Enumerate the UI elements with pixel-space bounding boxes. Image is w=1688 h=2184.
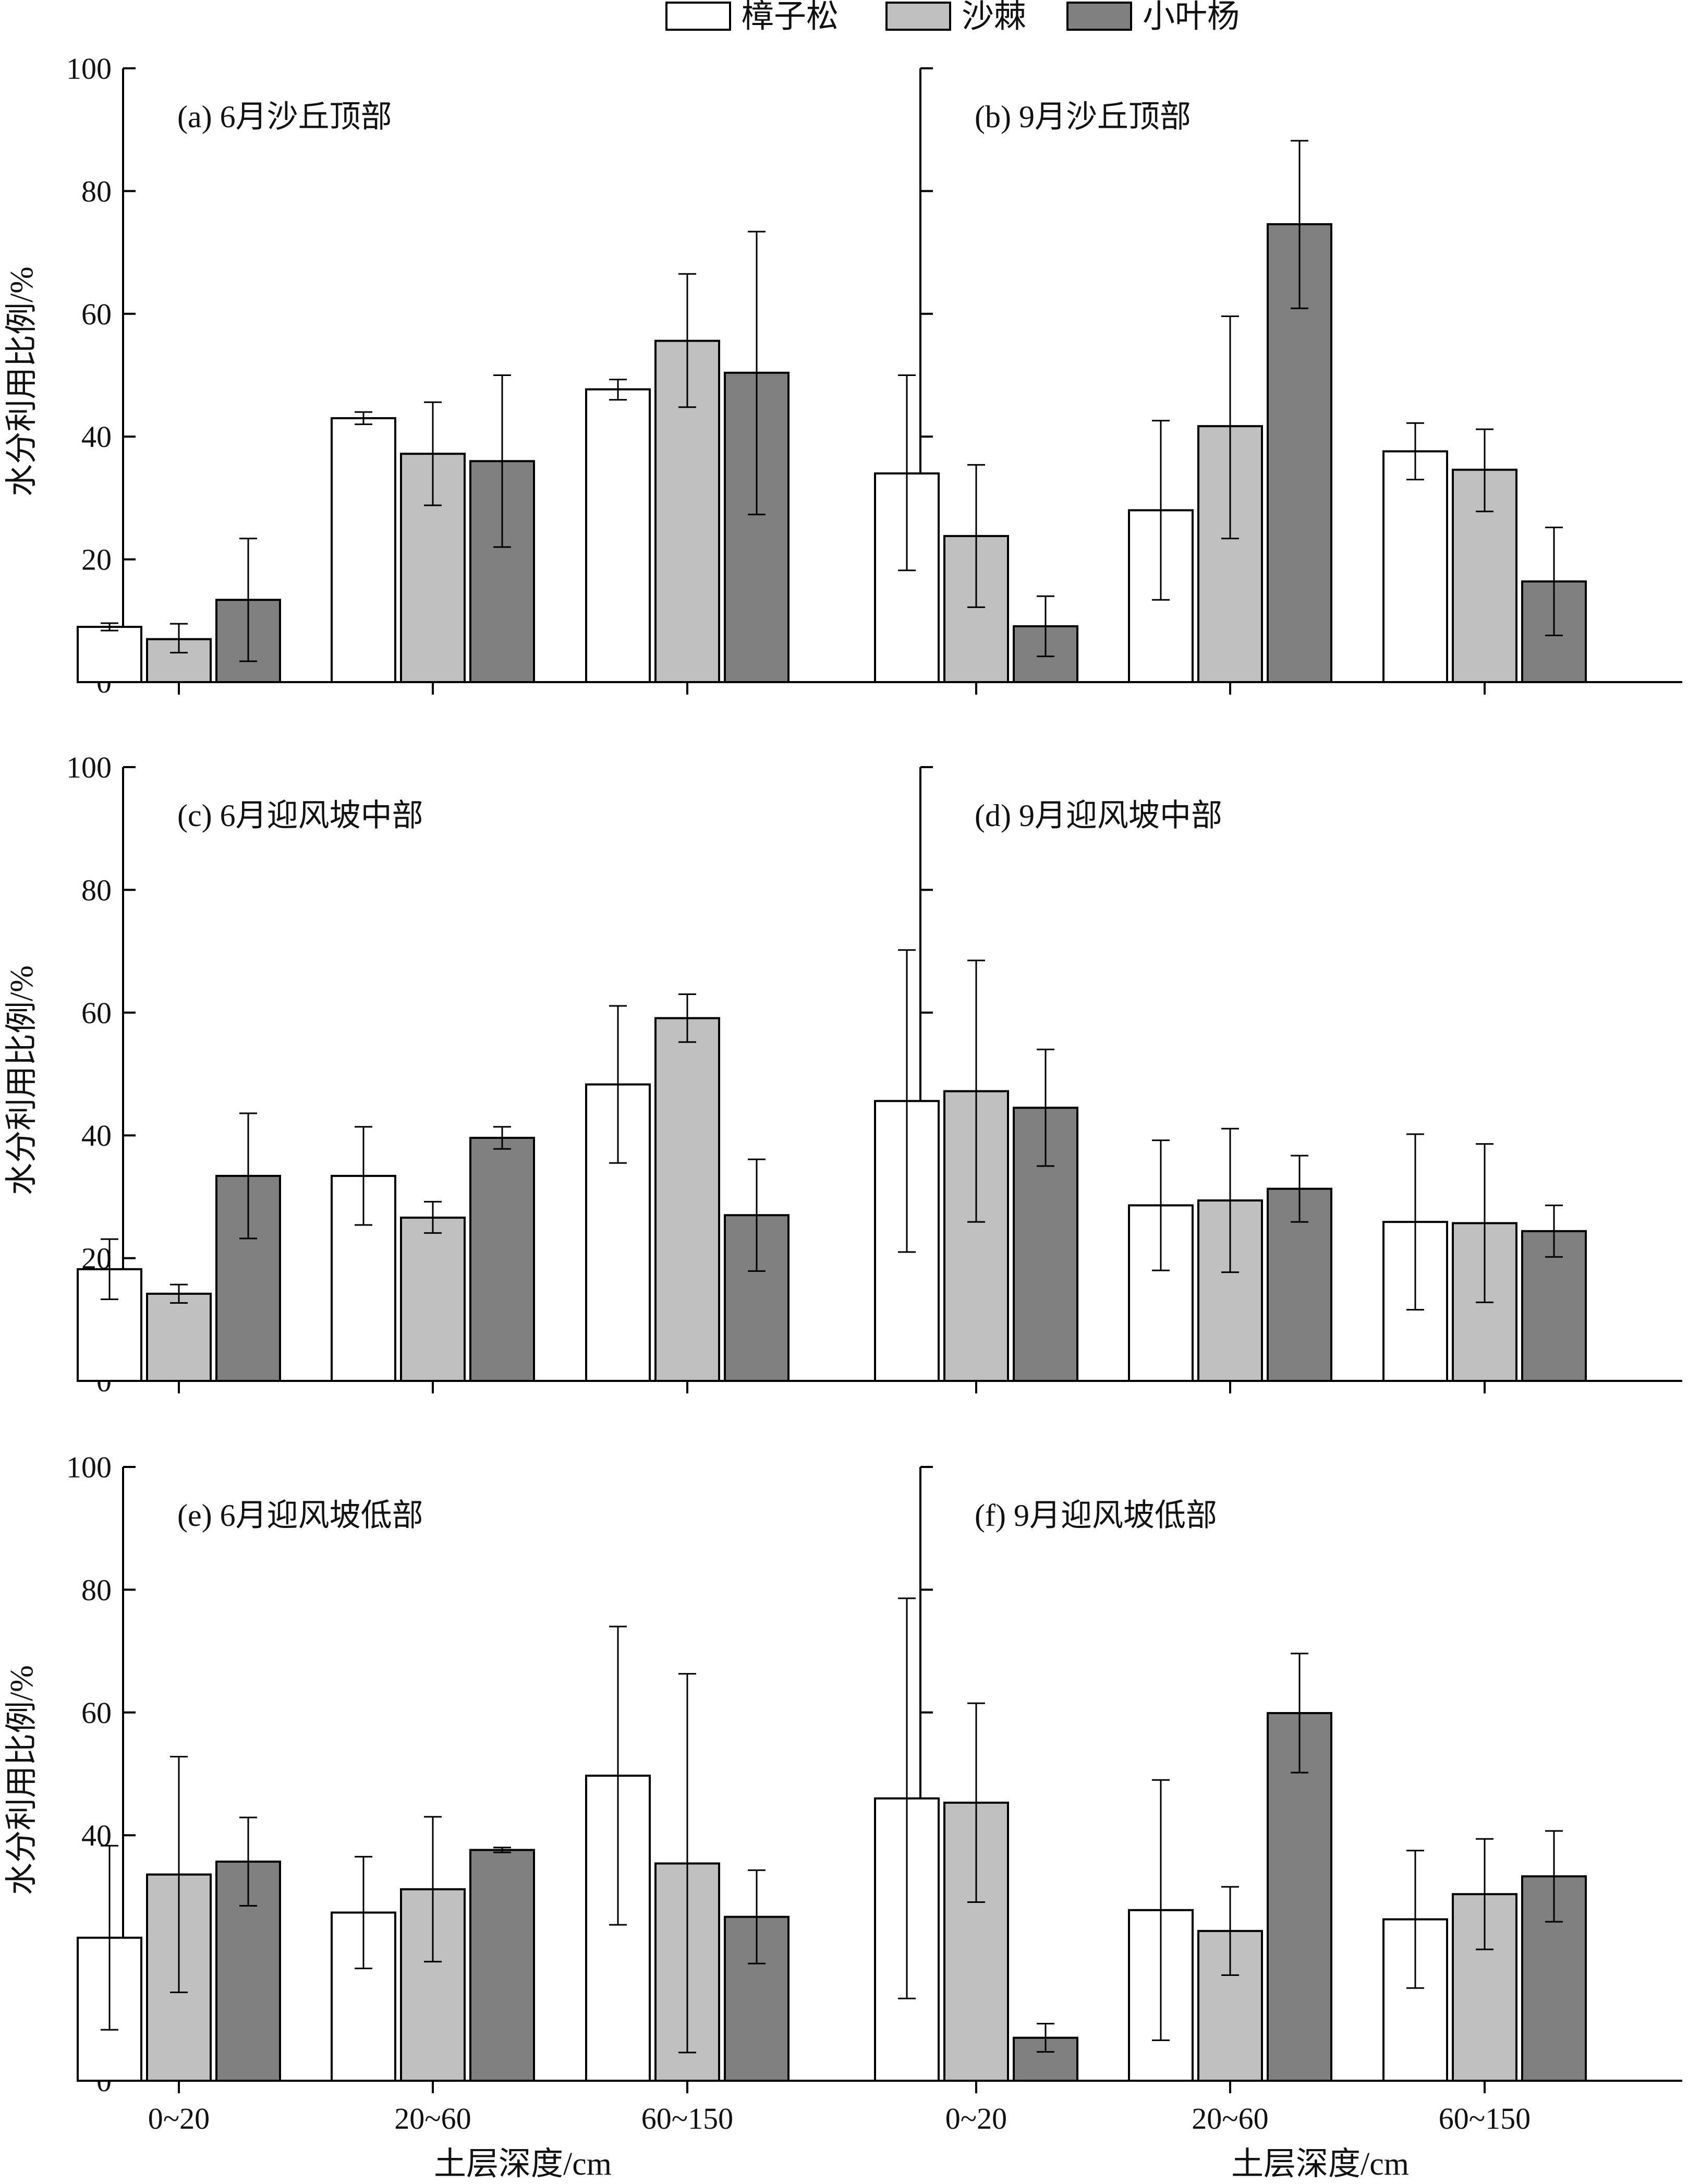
legend-swatch-沙棘: [885, 2, 951, 31]
chart-panel-d: (d) 9月迎风坡中部: [874, 766, 1682, 1393]
bar-樟子松-0~20: [77, 626, 142, 683]
panel-title: (f) 9月迎风坡低部: [975, 1498, 1217, 1533]
y-tick-label: 80: [81, 873, 112, 907]
x-tick-label: 60~150: [641, 2102, 733, 2136]
y-tick-label: 60: [81, 1696, 112, 1730]
x-tick-label: 60~150: [1439, 2102, 1531, 2136]
x-axis-label: 土层深度/cm: [1231, 2146, 1409, 2182]
bar-樟子松-0~20: [77, 1268, 142, 1382]
bar-沙棘-0~20: [146, 1292, 212, 1382]
legend: 樟子松 沙棘 小叶杨: [665, 0, 1240, 34]
legend-label-小叶杨: 小叶杨: [1143, 0, 1240, 34]
chart-panel-b: (b) 9月沙丘顶部: [874, 67, 1682, 695]
legend-swatch-樟子松: [665, 2, 731, 31]
y-tick-label: 40: [81, 1818, 112, 1852]
y-tick-label: 60: [81, 996, 112, 1030]
bar-小叶杨-20~60: [469, 1136, 535, 1382]
y-tick-label: 100: [66, 750, 112, 784]
bar-小叶杨-20~60: [469, 1849, 535, 2082]
y-tick-label: 60: [81, 297, 112, 331]
bar-沙棘-60~150: [654, 1017, 720, 1382]
y-tick-label: 20: [81, 543, 112, 577]
y-axis-label: 水分利用比例/%: [4, 266, 40, 496]
bar-樟子松-20~60: [331, 417, 396, 683]
panel-title: (c) 6月迎风坡中部: [177, 798, 423, 833]
y-axis-label: 水分利用比例/%: [4, 965, 40, 1195]
x-axis-label: 土层深度/cm: [434, 2146, 612, 2182]
y-tick-label: 80: [81, 174, 112, 208]
y-tick-label: 40: [81, 420, 112, 454]
bar-樟子松-60~150: [585, 388, 651, 683]
y-axis-label: 水分利用比例/%: [4, 1665, 40, 1895]
y-tick-label: 100: [66, 52, 112, 86]
panel-title: (a) 6月沙丘顶部: [177, 100, 392, 134]
x-tick-label: 0~20: [148, 2102, 210, 2136]
x-tick-label: 20~60: [394, 2102, 471, 2136]
legend-label-樟子松: 樟子松: [742, 0, 839, 34]
bar-小叶杨-0~20: [215, 1174, 281, 1382]
legend-swatch-小叶杨: [1066, 2, 1132, 31]
panel-title: (d) 9月迎风坡中部: [975, 798, 1222, 833]
bar-小叶杨-20~60: [1267, 223, 1332, 683]
bar-樟子松-60~150: [1382, 450, 1448, 683]
y-tick-label: 100: [66, 1450, 112, 1484]
x-tick-label: 20~60: [1192, 2102, 1268, 2136]
panel-title: (e) 6月迎风坡低部: [177, 1498, 423, 1533]
bar-沙棘-20~60: [400, 1216, 466, 1382]
y-tick-label: 40: [81, 1119, 112, 1152]
bar-小叶杨-20~60: [1267, 1712, 1332, 2082]
x-tick-label: 0~20: [945, 2102, 1007, 2136]
y-tick-label: 80: [81, 1573, 112, 1607]
legend-label-沙棘: 沙棘: [962, 0, 1026, 34]
panel-title: (b) 9月沙丘顶部: [975, 100, 1191, 134]
